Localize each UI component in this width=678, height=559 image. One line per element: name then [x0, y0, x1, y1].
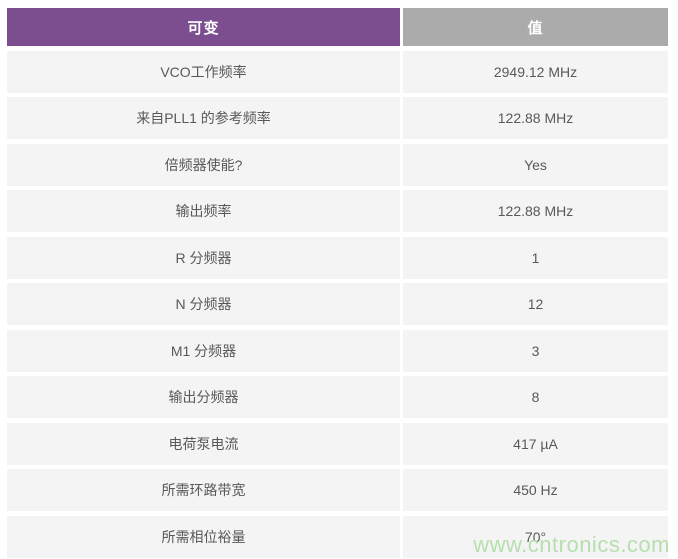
- table-row-value: 2949.12 MHz: [403, 50, 668, 93]
- table-row-label: 电荷泵电流: [7, 422, 400, 465]
- table: 可变 值 VCO工作频率 2949.12 MHz 来自PLL1 的参考频率 122.8…: [7, 8, 668, 558]
- table-row-value: Yes: [403, 143, 668, 186]
- table-row-value: 1: [403, 236, 668, 279]
- table-row-value: 122.88 MHz: [403, 190, 668, 232]
- table-row-label: M1 分频器: [7, 329, 400, 372]
- table-row-value: 417 µA: [403, 422, 668, 465]
- table-row-label: 倍频器使能?: [7, 143, 400, 186]
- table-row-value: 450 Hz: [403, 469, 668, 511]
- table-row-value: 3: [403, 329, 668, 372]
- table-row-label: N 分频器: [7, 283, 400, 325]
- table-row-label: 输出频率: [7, 190, 400, 232]
- table-row-value: 8: [403, 376, 668, 418]
- table-row-label: VCO工作频率: [7, 50, 400, 93]
- table-row-label: 所需相位裕量: [7, 515, 400, 558]
- table-row-value: 70°: [403, 515, 668, 558]
- table-row-label: R 分频器: [7, 236, 400, 279]
- table-row-label: 输出分频器: [7, 376, 400, 418]
- column-header-variable: 可变: [7, 8, 400, 46]
- table-row-label: 所需环路带宽: [7, 469, 400, 511]
- table-row-value: 122.88 MHz: [403, 97, 668, 139]
- table-row-label: 来自PLL1 的参考频率: [7, 97, 400, 139]
- table-row-value: 12: [403, 283, 668, 325]
- column-header-value: 值: [403, 8, 668, 46]
